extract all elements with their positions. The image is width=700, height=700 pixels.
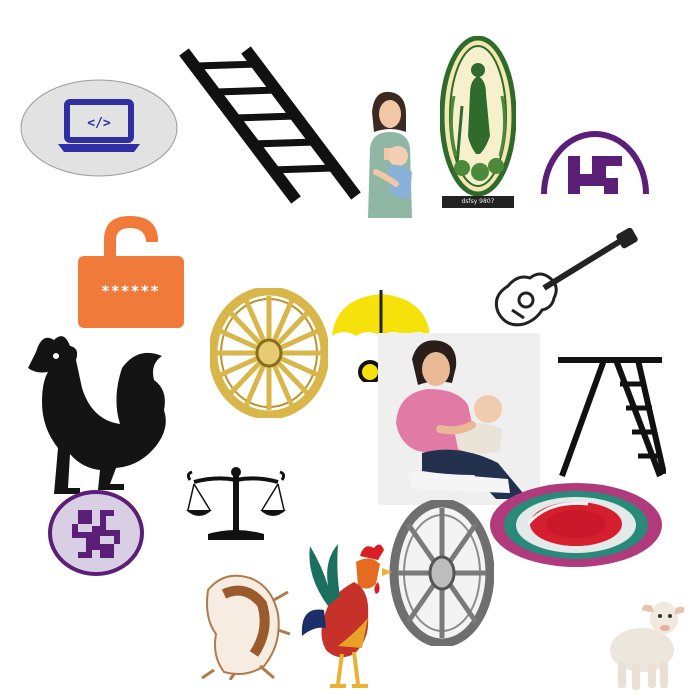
padlock-password-text: ******	[101, 282, 161, 300]
spiral-icon	[488, 480, 664, 570]
mother-child-icon	[362, 88, 418, 218]
wheel-icon	[386, 500, 494, 646]
mother-feeding-icon	[378, 333, 540, 505]
rooster-icon	[298, 536, 394, 692]
lamb-icon	[602, 592, 686, 692]
laptop-code-icon: </>	[20, 78, 178, 178]
swastika-icon	[48, 490, 144, 576]
ladder-icon	[556, 356, 666, 480]
svg-text:</>: </>	[87, 116, 111, 131]
arch-symbol-icon	[540, 126, 650, 196]
farmer-emblem-caption: dsfsy 9807	[461, 198, 495, 205]
farmer-emblem-icon: dsfsy 9807	[440, 36, 516, 208]
rooster-icon	[20, 328, 172, 494]
guitar-icon	[490, 228, 640, 332]
wheel-icon	[210, 288, 328, 418]
scale-icon	[186, 464, 286, 544]
shell-icon	[194, 570, 292, 680]
ladder-diagonal-icon	[176, 44, 366, 206]
padlock-icon: ******	[78, 212, 186, 328]
